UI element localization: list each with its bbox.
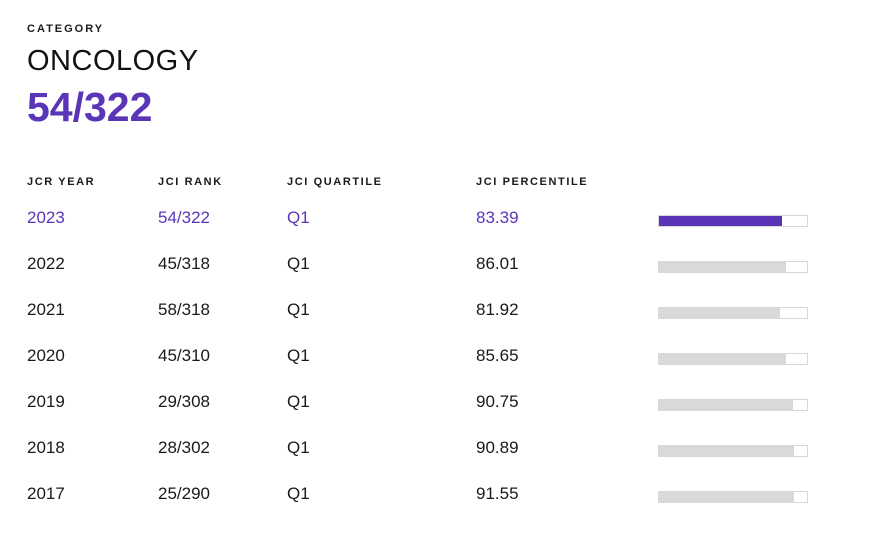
- quartile-cell: Q1: [287, 254, 310, 273]
- year-cell: 2018: [27, 438, 65, 457]
- percentile-bar-fill: [659, 492, 795, 502]
- table-row: 2018 28/302 Q1 90.89: [27, 438, 827, 484]
- percentile-bar: [658, 353, 808, 365]
- quartile-cell: Q1: [287, 208, 310, 227]
- category-label: CATEGORY: [27, 23, 105, 35]
- category-name: ONCOLOGY: [27, 45, 199, 77]
- table-row: 2021 58/318 Q1 81.92: [27, 300, 827, 346]
- quartile-cell: Q1: [287, 484, 310, 503]
- percentile-bar: [658, 261, 808, 273]
- rank-cell: 45/310: [158, 346, 210, 365]
- column-header-jci-percentile: JCI PERCENTILE: [476, 176, 589, 188]
- percentile-cell: 85.65: [476, 346, 519, 365]
- percentile-bar: [658, 307, 808, 319]
- percentile-cell: 91.55: [476, 484, 519, 503]
- quartile-cell: Q1: [287, 392, 310, 411]
- quartile-cell: Q1: [287, 438, 310, 457]
- percentile-bar-fill: [659, 308, 781, 318]
- table-header: JCR YEAR JCI RANK JCI QUARTILE JCI PERCE…: [27, 176, 827, 196]
- percentile-bar-fill: [659, 400, 794, 410]
- percentile-bar: [658, 399, 808, 411]
- percentile-cell: 90.75: [476, 392, 519, 411]
- percentile-cell: 83.39: [476, 208, 519, 227]
- table-row: 2017 25/290 Q1 91.55: [27, 484, 827, 530]
- percentile-cell: 90.89: [476, 438, 519, 457]
- quartile-cell: Q1: [287, 346, 310, 365]
- percentile-bar-fill: [659, 216, 783, 226]
- year-cell: 2022: [27, 254, 65, 273]
- table-body: 2023 54/322 Q1 83.39 2022 45/318 Q1 86.0…: [27, 208, 827, 530]
- rank-cell: 54/322: [158, 208, 210, 227]
- table-row: 2022 45/318 Q1 86.01: [27, 254, 827, 300]
- rank-cell: 25/290: [158, 484, 210, 503]
- rank-cell: 58/318: [158, 300, 210, 319]
- year-cell: 2019: [27, 392, 65, 411]
- rank-cell: 29/308: [158, 392, 210, 411]
- table-row: 2020 45/310 Q1 85.65: [27, 346, 827, 392]
- rank-cell: 28/302: [158, 438, 210, 457]
- year-cell: 2023: [27, 208, 65, 227]
- quartile-cell: Q1: [287, 300, 310, 319]
- year-cell: 2021: [27, 300, 65, 319]
- table-row: 2023 54/322 Q1 83.39: [27, 208, 827, 254]
- column-header-jci-rank: JCI RANK: [158, 176, 223, 188]
- percentile-bar: [658, 491, 808, 503]
- column-header-jcr-year: JCR YEAR: [27, 176, 96, 188]
- jci-rank-table: JCR YEAR JCI RANK JCI QUARTILE JCI PERCE…: [27, 176, 827, 503]
- percentile-bar-fill: [659, 262, 787, 272]
- percentile-bar-fill: [659, 446, 794, 456]
- year-cell: 2020: [27, 346, 65, 365]
- category-rank: 54/322: [27, 84, 153, 130]
- percentile-bar: [658, 445, 808, 457]
- percentile-bar: [658, 215, 808, 227]
- percentile-cell: 81.92: [476, 300, 519, 319]
- rank-cell: 45/318: [158, 254, 210, 273]
- table-row: 2019 29/308 Q1 90.75: [27, 392, 827, 438]
- percentile-cell: 86.01: [476, 254, 519, 273]
- year-cell: 2017: [27, 484, 65, 503]
- column-header-jci-quartile: JCI QUARTILE: [287, 176, 383, 188]
- percentile-bar-fill: [659, 354, 786, 364]
